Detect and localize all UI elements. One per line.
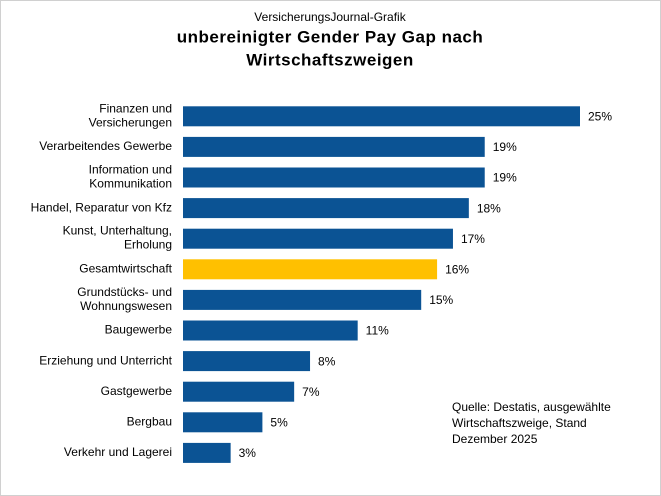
bar: [183, 106, 580, 127]
category-label: Gastgewerbe: [101, 384, 173, 398]
category-label: Finanzen und Versicherungen: [89, 101, 172, 129]
bar: [183, 289, 422, 310]
value-label: 3%: [239, 446, 257, 460]
category-label: Kunst, Unterhaltung, Erholung: [63, 224, 172, 252]
bar: [183, 412, 263, 433]
category-label: Baugewerbe: [105, 323, 173, 337]
value-label: 5%: [270, 415, 288, 429]
value-label: 17%: [461, 232, 485, 246]
chart-title: unbereinigter Gender Pay Gap nach Wirtsch…: [177, 28, 484, 70]
bar: [183, 259, 438, 280]
value-label: 11%: [366, 324, 389, 338]
category-label: Gesamtwirtschaft: [79, 261, 172, 275]
value-label: 8%: [318, 354, 336, 368]
category-label: Grundstücks- und Wohnungswesen: [77, 285, 172, 313]
value-label: 15%: [429, 293, 453, 307]
value-label: 25%: [588, 109, 612, 123]
chart-subtitle: VersicherungsJournal-Grafik: [254, 10, 406, 24]
bar: [183, 228, 453, 249]
bar: [183, 198, 469, 219]
bar: [183, 442, 231, 463]
category-label: Erziehung und Unterricht: [39, 353, 172, 367]
bar: [183, 320, 358, 341]
category-label: Verarbeitendes Gewerbe: [39, 139, 172, 153]
bar: [183, 351, 311, 372]
value-label: 19%: [493, 171, 517, 185]
source-note: Quelle: Destatis, ausgewählte Wirtschafts…: [452, 400, 611, 446]
category-label: Bergbau: [127, 414, 172, 428]
bar: [183, 381, 295, 402]
category-label: Verkehr und Lagerei: [64, 445, 172, 459]
value-label: 16%: [445, 262, 469, 276]
value-label: 19%: [493, 140, 517, 154]
category-label: Information und Kommunikation: [89, 163, 172, 191]
bar: [183, 136, 485, 157]
category-label: Handel, Reparatur von Kfz: [31, 200, 172, 214]
value-label: 18%: [477, 201, 501, 215]
value-label: 7%: [302, 385, 320, 399]
bar: [183, 167, 485, 188]
